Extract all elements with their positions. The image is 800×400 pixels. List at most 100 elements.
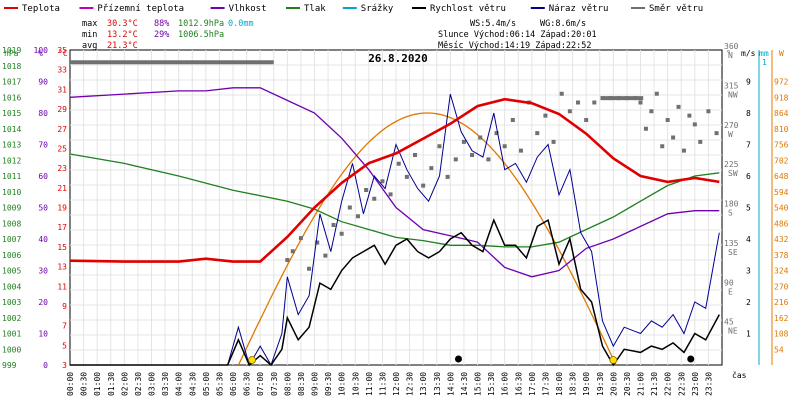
axis-dir-tick: 135	[724, 239, 739, 248]
axis-temp-tick: 23	[57, 164, 67, 173]
axis-time-label: čas	[732, 370, 747, 380]
wind-dir-point	[453, 157, 458, 162]
axis-ms-tick: 1	[746, 330, 751, 339]
axis-dir-tick: 315	[724, 81, 739, 90]
axis-wm2-tick: 756	[774, 141, 789, 150]
axis-temp-tick: 15	[57, 243, 67, 252]
axis-dir-name: SE	[728, 248, 738, 257]
wind-dir-point	[592, 100, 597, 105]
wind-dir-point	[364, 188, 369, 192]
axis-time-tick: 12:00	[392, 372, 401, 396]
stat-sun: Slunce Východ:06:14 Západ:20:01	[438, 30, 597, 40]
axis-temp-tick: 29	[57, 105, 67, 114]
axis-dir-tick: 45	[724, 318, 734, 327]
axis-dir-tick: 360	[724, 42, 739, 51]
axis-time-tick: 16:00	[501, 372, 510, 396]
axis-temp-tick: 11	[57, 282, 67, 291]
axis-time-tick: 08:30	[297, 372, 306, 396]
axis-ms-tick: 2	[746, 298, 751, 307]
axis-dir-name: SW	[728, 169, 738, 178]
axis-ms-tick: 7	[746, 141, 751, 150]
axis-time-tick: 21:30	[650, 372, 659, 396]
wind-dir-point	[543, 113, 548, 118]
axis-wm2-tick: 648	[774, 172, 789, 181]
axis-temp-tick: 27	[57, 125, 67, 134]
axis-time-tick: 22:00	[664, 372, 673, 396]
axis-pct-tick: 50	[38, 204, 48, 213]
axis-temp-tick: 21	[57, 184, 67, 193]
stat-min-temp: 13.2°C	[107, 30, 138, 40]
axis-dir-name: NW	[728, 90, 738, 99]
axis-time-tick: 18:00	[555, 372, 564, 396]
axis-hpa-tick: 1010	[2, 188, 21, 197]
wind-dir-point	[649, 109, 654, 114]
axis-hpa-tick: 1014	[2, 125, 21, 134]
axis-dir-name: N	[728, 51, 733, 60]
wind-dir-point	[461, 139, 466, 144]
stat-avg-temp: 21.3°C	[107, 41, 138, 51]
axis-pct-tick: 90	[38, 78, 48, 87]
stat-max-hum: 88%	[154, 19, 169, 29]
axis-temp-tick: 9	[62, 302, 67, 311]
axis-hpa-tick: 1004	[2, 282, 21, 291]
wind-dir-point	[486, 157, 491, 162]
axis-hpa-label: hPa	[4, 49, 19, 58]
axis-temp-tick: 31	[57, 85, 67, 94]
axis-wm2-tick: 162	[774, 314, 789, 323]
axis-time-tick: 07:00	[256, 372, 265, 396]
series-humidity	[69, 87, 720, 278]
axis-temp-tick: 33	[57, 66, 67, 75]
axis-hpa-tick: 1019	[2, 46, 21, 55]
axis-pct-tick: 80	[38, 109, 48, 118]
axis-temp-tick: 5	[62, 341, 67, 350]
axis-ms-tick: 3	[746, 267, 751, 276]
axis-dir-name: S	[728, 209, 733, 218]
wind-dir-point	[315, 240, 320, 245]
wind-dir-point	[478, 135, 483, 140]
axis-time-tick: 09:00	[311, 372, 320, 396]
stats-panel: max 30.3°C 88% 1012.9hPa 0.0mm min 13.2°…	[82, 19, 597, 51]
axis-wm2-tick: 594	[774, 188, 789, 197]
legend-label: Rychlost větru	[430, 4, 506, 14]
wind-dir-point	[576, 100, 581, 105]
axis-ms-tick: 4	[746, 235, 751, 244]
axis-wm2-tick: 810	[774, 125, 789, 134]
wind-dir-point	[698, 139, 703, 144]
wind-dir-point	[396, 161, 401, 166]
axis-hpa-tick: 1005	[2, 267, 21, 276]
axis-dir-name: E	[728, 287, 733, 296]
axis-time-tick: 23:30	[704, 372, 713, 396]
legend-label: Tlak	[304, 4, 326, 14]
axis-time-tick: 22:30	[677, 372, 686, 396]
wind-dir-point	[413, 153, 418, 157]
axis-pct-label: %	[38, 49, 43, 58]
axis-hpa-tick: 1017	[2, 78, 21, 87]
wind-dir-point	[331, 223, 336, 227]
axis-time-tick: 02:00	[120, 372, 129, 396]
legend-label: Srážky	[361, 4, 394, 14]
wind-dir-point	[660, 144, 665, 149]
axis-time-tick: 20:30	[623, 372, 632, 396]
wind-dir-point	[559, 91, 564, 96]
wind-dir-point	[535, 131, 540, 136]
axis-time-tick: 05:30	[215, 372, 224, 396]
axis-time-tick: 04:00	[175, 372, 184, 396]
axis-hpa-tick: 1015	[2, 109, 21, 118]
wind-dir-point	[470, 153, 475, 157]
series-temperature	[69, 97, 720, 263]
wind-dir-point	[285, 258, 290, 262]
axis-hpa-tick: 1002	[2, 314, 21, 323]
axis-time-tick: 06:00	[229, 372, 238, 396]
axis-time-tick: 10:30	[351, 372, 360, 396]
wind-dir-point	[388, 192, 393, 197]
legend: Teplota Přízemní teplota Vlhkost Tlak Srážky…	[4, 4, 703, 14]
wind-dir-point	[567, 109, 572, 114]
sunset-marker	[609, 356, 618, 364]
axis-wm2-tick: 432	[774, 235, 789, 244]
wind-dir-point	[494, 131, 499, 136]
axis-pct-tick: 40	[38, 235, 48, 244]
axis-time-tick: 19:00	[582, 372, 591, 396]
axis-wm2-tick: 378	[774, 251, 789, 260]
wind-dir-point	[638, 100, 643, 105]
